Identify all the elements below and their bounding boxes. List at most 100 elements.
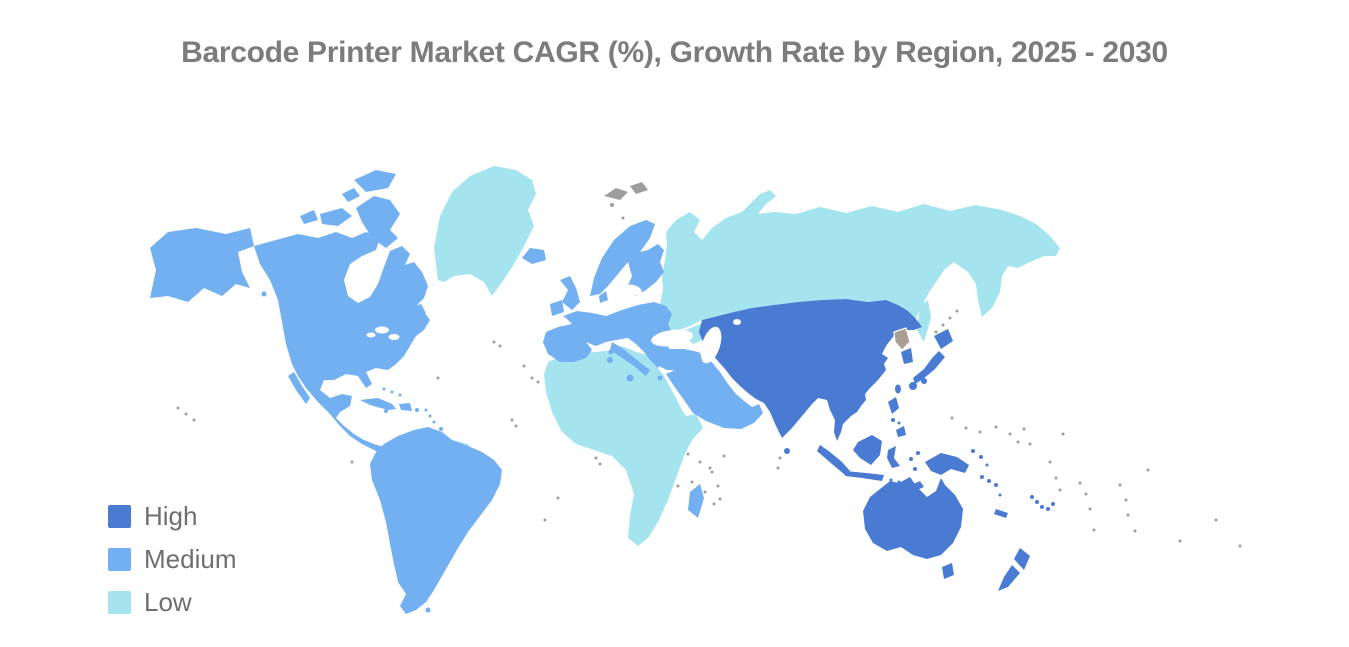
south-america-mainland [370,427,502,614]
island-dot [1078,481,1082,485]
sicily [626,374,634,382]
island-dot [1022,427,1026,431]
region-africa [544,346,703,546]
region-iceland [522,248,546,264]
bismarck-1 [971,449,975,453]
island-dot [350,460,354,464]
nz-north-island [1014,548,1030,570]
corsica [608,349,614,355]
island-dot [1238,544,1242,548]
island-dot [1048,460,1052,464]
svalbard-east [630,182,648,194]
legend-label-high: High [144,501,198,531]
bahamas-2 [390,390,394,394]
baffin-island [356,196,400,248]
island-dot [948,316,952,320]
denmark [599,291,608,303]
island-dot [690,480,694,484]
great-britain [560,276,580,310]
island-dot [1118,483,1122,487]
solomons-1 [980,475,984,479]
island-dot [1028,442,1032,446]
vanuatu-2 [1035,500,1039,504]
lesser-sunda-1 [889,478,893,482]
sakhalin-island [917,300,931,342]
island-dot [594,456,598,460]
island-dot [703,490,707,494]
great-lake-michigan [366,332,376,338]
region-uk-ireland [550,276,580,316]
south-korea [901,348,913,364]
island-dot [436,376,440,380]
bismarck-2 [979,455,983,459]
europe-mainland [543,302,673,368]
australia [863,477,963,559]
sri-lanka [784,448,790,454]
island-dot [1058,488,1062,492]
new-guinea [925,453,969,475]
island-dot [1054,476,1058,480]
bahamas-1 [382,387,386,391]
fiji-2 [1051,502,1055,506]
legend-label-medium: Medium [144,544,237,574]
island-dot [1214,518,1218,522]
island-dot [934,330,938,334]
philippines-visayas-1 [891,418,895,422]
region-south-america [370,427,502,614]
bahamas-3 [398,393,402,397]
island-dot [716,484,720,488]
moluccas-2 [916,451,920,455]
moluccas-1 [909,457,913,461]
island-dot [698,460,702,464]
arabian-peninsula [666,360,763,429]
moluccas-3 [913,467,917,471]
japan-honshu [913,351,945,384]
trinidad [439,427,443,431]
island-dot [722,454,726,458]
island-dot [712,502,716,506]
island-dot [1016,440,1020,444]
island-dot [514,424,518,428]
island-dot [510,418,514,422]
philippines-mindanao [896,426,906,437]
island-dot [978,430,982,434]
jamaica [384,409,388,413]
alaska [150,228,254,302]
island-dot [710,470,714,474]
baltic-sea [624,284,642,296]
legend: High Medium Low [108,503,236,615]
java [845,471,884,481]
philippines-luzon [888,397,899,414]
island-dot [556,496,560,500]
sardinia [607,357,613,363]
island-dot [1088,507,1092,511]
vancouver-island [261,291,267,297]
legend-item-medium: Medium [108,546,236,572]
newfoundland [409,304,426,319]
arctic-islet [342,188,360,202]
italy [610,342,650,376]
victoria-island [320,208,352,226]
antilles-3 [432,420,436,424]
island-dot [1146,468,1150,472]
region-ocean-islands [176,216,1242,548]
bismarck-3 [985,463,989,467]
new-caledonia [994,509,1008,518]
region-europe [543,291,677,382]
region-madagascar [688,484,704,518]
falkland-islands [425,607,431,613]
island-dot [686,452,690,456]
asia-mainland [699,299,922,441]
island-dot [778,456,782,460]
island-dot [1092,528,1096,532]
island-dot [1133,529,1137,533]
russia-mainland [656,190,1060,332]
sea-overlays [366,284,741,364]
solomons-4 [998,493,1002,497]
region-caribbean [360,387,443,431]
japan-shikoku [921,378,927,384]
black-sea [651,329,693,347]
chart-title: Barcode Printer Market CAGR (%), Growth … [181,36,1168,69]
island-dot [1126,513,1130,517]
